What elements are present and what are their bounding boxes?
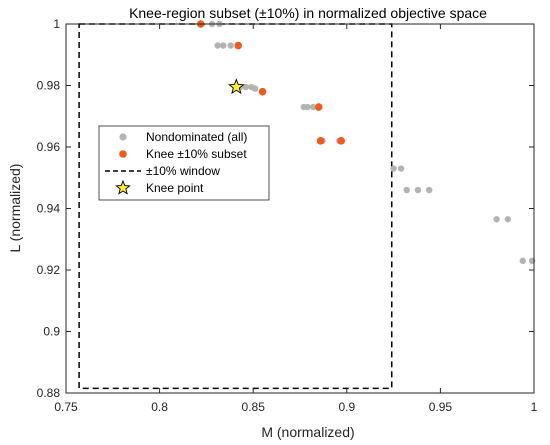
nondominated-point <box>390 165 397 172</box>
x-tick-label: 0.9 <box>338 400 355 414</box>
nondominated-point <box>220 42 227 49</box>
legend-label: ±10% window <box>146 164 220 178</box>
x-tick-label: 0.85 <box>242 400 266 414</box>
chart-title: Knee-region subset (±10%) in normalized … <box>129 5 487 21</box>
legend: Nondominated (all) Knee ±10% subset ±10% w… <box>98 125 270 201</box>
window-rectangle <box>78 23 393 390</box>
nondominated-point <box>403 186 410 194</box>
legend-symbol-knee <box>115 179 131 195</box>
x-tick-label: 0.75 <box>54 400 78 414</box>
axes-layer: 0.75 0.8 0.85 0.9 0.95 1 0.88 0.9 0.92 0.94 0.96 0.… <box>37 17 538 414</box>
subset-point <box>258 87 267 96</box>
nondominated-point <box>397 165 405 172</box>
y-tick-label: 0.9 <box>43 325 60 339</box>
nondominated-point <box>519 257 526 264</box>
y-tick-label: 0.88 <box>37 386 61 400</box>
nondominated-point <box>504 216 511 223</box>
knee-point <box>228 78 245 95</box>
legend-symbol-subset <box>119 150 127 158</box>
points-layer <box>196 20 536 264</box>
x-axis-label: M (normalized) <box>261 424 354 440</box>
plot-background <box>66 24 534 393</box>
nondominated-point <box>242 83 249 91</box>
nondominated-point <box>414 186 422 194</box>
y-tick-label: 1 <box>53 17 60 31</box>
y-tick-label: 0.98 <box>37 79 61 93</box>
x-tick-label: 0.8 <box>151 400 168 414</box>
y-axis-label: L (normalized) <box>7 164 23 253</box>
nondominated-point <box>251 85 259 92</box>
x-tick-label: 1 <box>531 400 538 414</box>
nondominated-point <box>304 103 311 111</box>
plot-area <box>66 24 534 393</box>
subset-point <box>314 103 323 111</box>
legend-label: Knee ±10% subset <box>146 147 247 161</box>
y-tick-label: 0.92 <box>37 263 61 277</box>
y-tick-label: 0.94 <box>37 202 61 216</box>
x-tick-label: 0.95 <box>429 400 453 414</box>
nondominated-point <box>214 42 221 49</box>
nondominated-point <box>425 186 433 194</box>
subset-point <box>316 137 325 145</box>
legend-label: Knee point <box>146 181 204 195</box>
subset-point <box>337 137 345 145</box>
window-layer <box>78 23 393 390</box>
nondominated-point <box>493 216 500 223</box>
legend-symbol-nondominated <box>119 133 127 141</box>
nondominated-point <box>227 42 234 49</box>
subset-point <box>234 41 243 50</box>
legend-label: Nondominated (all) <box>146 130 247 144</box>
nondominated-point <box>309 103 317 111</box>
y-tick-label: 0.96 <box>37 140 61 154</box>
